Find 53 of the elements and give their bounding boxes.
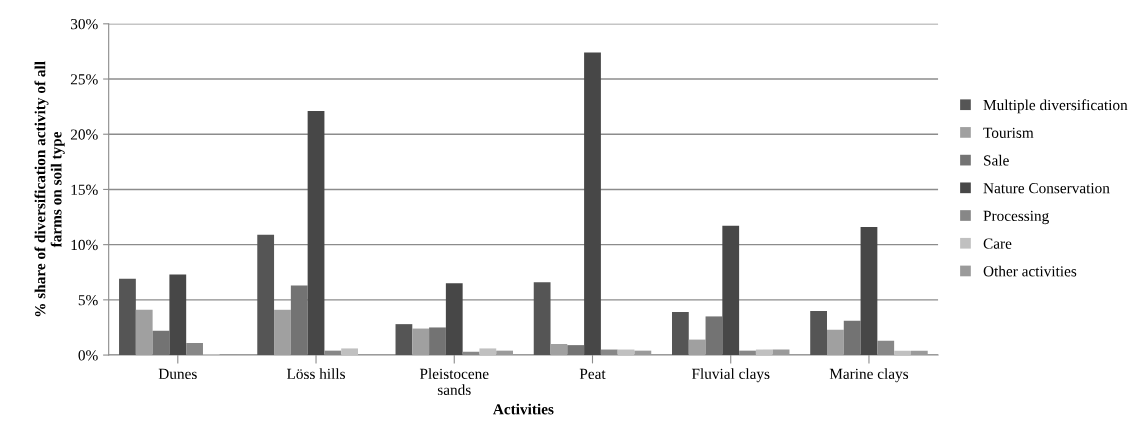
bar [910,350,928,356]
y-tick-label: 30% [70,18,98,30]
bar [290,285,308,356]
bar [412,328,430,356]
legend-label: Care [983,238,1012,249]
bar [671,312,689,356]
bar [152,330,170,356]
bar [755,349,773,356]
y-tick-label: 15% [71,184,98,195]
bar [860,226,878,356]
y-tick-label: 10% [71,239,98,251]
x-tick-label: Fluvial clays [691,368,770,383]
bar [257,234,275,356]
bar [843,320,861,356]
legend-label: Processing [983,210,1049,225]
y-tick-label: 0% [78,350,98,361]
legend-label: Other activities [983,265,1077,277]
bar [445,283,463,356]
x-tick-label: Löss hills [286,368,345,380]
bar [634,350,652,356]
bar [810,310,827,356]
bar [395,324,413,356]
bar [496,350,514,356]
y-axis-title: % share of diversification activity of all farms on soil type [34,61,65,317]
legend-label: Multiple diversification [983,99,1128,114]
bar [533,282,551,356]
bar [722,225,740,356]
bar [705,316,723,356]
x-tick-label: Dunes [158,368,197,380]
y-tick-label: 25% [70,74,98,85]
bar [688,339,706,356]
bar [827,329,844,356]
bar [429,327,446,356]
bar [169,274,187,356]
x-tick-label: Pleistocene sands [419,368,489,395]
legend-label: Tourism [983,127,1034,138]
bar [274,309,291,356]
bar [567,345,585,356]
bar [894,350,911,356]
bar [119,278,136,356]
bar [584,52,601,356]
y-tick-label: 20% [70,129,98,140]
bar [341,348,358,356]
x-axis-title: Activities [492,403,554,415]
legend-label: Nature Conservation [983,183,1110,194]
bar [550,344,568,356]
bar [135,309,153,356]
x-tick-label: Peat [579,368,606,380]
x-tick-label: Marine clays [829,368,909,383]
legend-label: Sale [984,154,1009,166]
y-tick-label: 5% [78,294,98,306]
bar [307,111,325,356]
bar [479,348,497,356]
